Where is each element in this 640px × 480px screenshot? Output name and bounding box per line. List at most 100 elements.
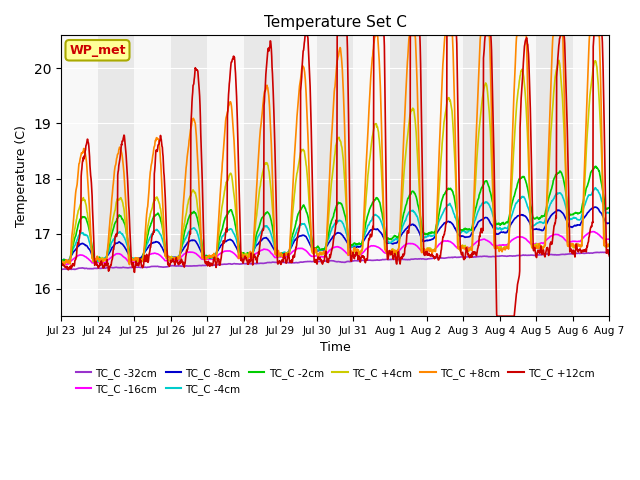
TC_C -2cm <box>57 259 65 265</box>
TC_C -32cm <box>301 259 309 264</box>
Title: Temperature Set C: Temperature Set C <box>264 15 406 30</box>
TC_C -2cm <box>122 228 130 234</box>
TC_C -4cm <box>591 185 599 191</box>
TC_C +4cm <box>301 156 309 161</box>
Bar <box>280 36 317 316</box>
TC_C -32cm <box>290 260 298 266</box>
Text: WP_met: WP_met <box>69 44 125 57</box>
Bar <box>134 36 171 316</box>
Bar <box>500 36 536 316</box>
TC_C -4cm <box>301 223 309 229</box>
TC_C -8cm <box>312 248 319 253</box>
TC_C -16cm <box>301 247 309 253</box>
TC_C +8cm <box>125 262 133 267</box>
TC_C +8cm <box>371 33 379 38</box>
TC_C +4cm <box>312 249 319 254</box>
Line: TC_C -16cm: TC_C -16cm <box>61 232 609 264</box>
TC_C -16cm <box>290 248 298 253</box>
Line: TC_C +12cm: TC_C +12cm <box>61 36 609 316</box>
TC_C +12cm <box>100 264 108 270</box>
TC_C -8cm <box>301 233 309 239</box>
TC_C +4cm <box>100 257 108 263</box>
TC_C +8cm <box>122 199 130 205</box>
X-axis label: Time: Time <box>320 341 351 354</box>
Bar <box>573 36 609 316</box>
TC_C -4cm <box>290 234 298 240</box>
TC_C +8cm <box>301 77 309 83</box>
TC_C -4cm <box>63 259 71 264</box>
TC_C -16cm <box>61 262 69 267</box>
TC_C -16cm <box>122 256 130 262</box>
TC_C -8cm <box>369 226 377 232</box>
Line: TC_C +8cm: TC_C +8cm <box>61 36 609 264</box>
TC_C +8cm <box>57 257 65 263</box>
Bar <box>426 36 463 316</box>
TC_C -32cm <box>100 265 108 271</box>
TC_C -8cm <box>57 258 65 264</box>
Bar <box>207 36 244 316</box>
TC_C +4cm <box>60 261 68 267</box>
TC_C +12cm <box>122 148 130 154</box>
Line: TC_C -2cm: TC_C -2cm <box>61 166 609 263</box>
TC_C -4cm <box>312 247 319 252</box>
Bar <box>61 36 97 316</box>
TC_C +12cm <box>301 34 309 39</box>
TC_C +12cm <box>312 260 319 265</box>
TC_C -8cm <box>605 220 613 226</box>
TC_C -16cm <box>312 253 319 259</box>
TC_C -2cm <box>301 205 309 211</box>
TC_C +8cm <box>369 46 377 51</box>
TC_C -2cm <box>605 204 613 210</box>
TC_C -8cm <box>65 258 72 264</box>
TC_C +12cm <box>290 252 298 258</box>
TC_C +8cm <box>290 162 298 168</box>
Bar <box>353 36 390 316</box>
TC_C -4cm <box>369 214 377 219</box>
TC_C -32cm <box>369 257 377 263</box>
TC_C +4cm <box>57 259 65 264</box>
TC_C -8cm <box>100 256 108 262</box>
TC_C -32cm <box>605 250 613 255</box>
TC_C -8cm <box>591 204 599 210</box>
TC_C +4cm <box>290 195 298 201</box>
TC_C -32cm <box>57 267 65 273</box>
TC_C -4cm <box>605 210 613 216</box>
TC_C -32cm <box>312 258 319 264</box>
TC_C -4cm <box>122 240 130 245</box>
Line: TC_C +4cm: TC_C +4cm <box>61 60 609 264</box>
TC_C -16cm <box>605 236 613 242</box>
TC_C -32cm <box>122 264 130 270</box>
TC_C -2cm <box>290 227 298 233</box>
TC_C +12cm <box>369 226 377 232</box>
TC_C -16cm <box>57 261 65 267</box>
TC_C -8cm <box>122 247 130 252</box>
TC_C +8cm <box>312 246 319 252</box>
Line: TC_C -4cm: TC_C -4cm <box>61 188 609 262</box>
Y-axis label: Temperature (C): Temperature (C) <box>15 125 28 227</box>
TC_C -2cm <box>312 246 319 252</box>
Legend: TC_C -32cm, TC_C -16cm, TC_C -8cm, TC_C -4cm, TC_C -2cm, TC_C +4cm, TC_C +8cm, T: TC_C -32cm, TC_C -16cm, TC_C -8cm, TC_C … <box>72 363 599 399</box>
TC_C -2cm <box>592 163 600 169</box>
TC_C +12cm <box>301 33 309 38</box>
TC_C +4cm <box>555 58 563 63</box>
Line: TC_C -32cm: TC_C -32cm <box>61 252 609 270</box>
TC_C -32cm <box>58 267 65 273</box>
TC_C +4cm <box>369 128 377 133</box>
TC_C -16cm <box>369 243 377 249</box>
TC_C +4cm <box>605 241 613 247</box>
TC_C +12cm <box>57 262 65 268</box>
TC_C +12cm <box>605 253 613 259</box>
TC_C +4cm <box>122 228 130 233</box>
Line: TC_C -8cm: TC_C -8cm <box>61 207 609 261</box>
TC_C +12cm <box>493 313 501 319</box>
TC_C -4cm <box>57 258 65 264</box>
TC_C -16cm <box>589 229 596 235</box>
TC_C +8cm <box>100 258 108 264</box>
TC_C -2cm <box>369 199 377 204</box>
TC_C +8cm <box>605 243 613 249</box>
TC_C -2cm <box>66 260 74 265</box>
TC_C -4cm <box>100 255 108 261</box>
TC_C -32cm <box>598 249 606 255</box>
TC_C -8cm <box>290 239 298 244</box>
TC_C -16cm <box>100 260 108 265</box>
